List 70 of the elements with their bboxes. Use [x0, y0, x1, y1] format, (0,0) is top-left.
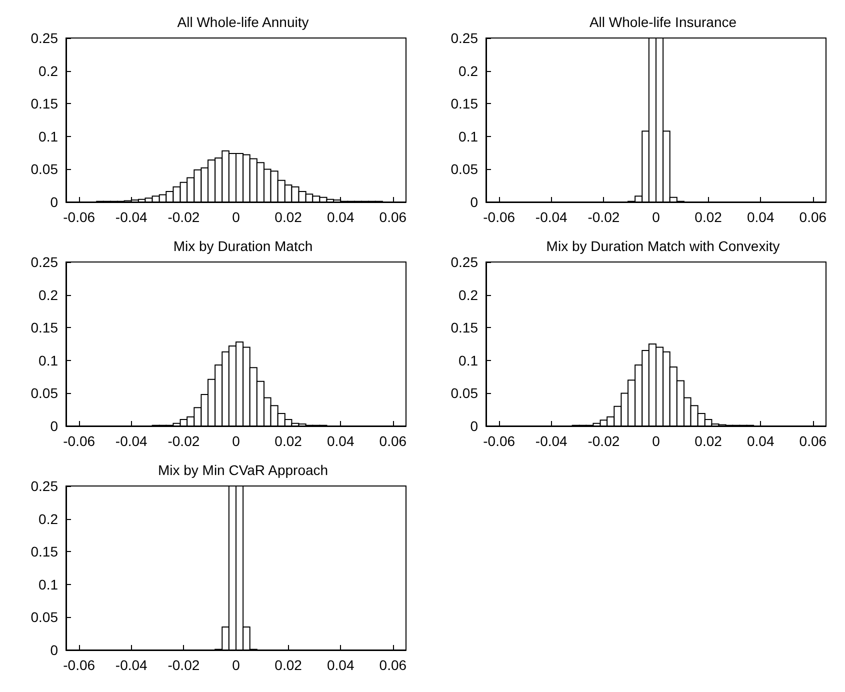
- y-tick-label: 0.2: [458, 62, 478, 79]
- y-tick-label: 0.05: [30, 609, 58, 626]
- chart-title: All Whole-life Insurance: [589, 14, 737, 30]
- y-tick-label: 0.05: [450, 161, 478, 178]
- y-tick-label: 0.25: [450, 254, 478, 270]
- x-tick-label: 0.02: [694, 209, 722, 225]
- y-tick-label: 0.2: [38, 62, 58, 79]
- y-tick-label: 0.05: [450, 385, 478, 402]
- chart-title: Mix by Duration Match with Convexity: [546, 238, 780, 254]
- x-tick-label: -0.04: [535, 209, 568, 225]
- x-tick-label: -0.02: [588, 209, 620, 225]
- x-tick-label: 0.04: [326, 209, 354, 225]
- x-tick-label: -0.06: [483, 209, 516, 225]
- x-tick-label: -0.06: [63, 433, 96, 449]
- x-tick-label: -0.02: [168, 209, 200, 225]
- x-tick-label: -0.04: [115, 433, 148, 449]
- x-tick-label: 0.06: [379, 433, 407, 449]
- y-tick-label: 0.25: [30, 30, 58, 46]
- y-tick-label: 0: [50, 642, 58, 658]
- y-tick-label: 0.1: [458, 128, 478, 144]
- x-tick-label: 0.02: [694, 433, 722, 449]
- x-tick-label: 0.04: [746, 433, 774, 449]
- x-tick-label: -0.06: [483, 433, 516, 449]
- x-tick-label: 0.06: [799, 433, 827, 449]
- y-tick-label: 0.15: [30, 320, 58, 336]
- x-tick-label: 0.04: [326, 433, 354, 449]
- y-tick-label: 0.1: [38, 128, 58, 144]
- y-tick-label: 0.25: [450, 30, 478, 46]
- x-tick-label: 0: [652, 209, 660, 225]
- x-tick-label: 0.02: [274, 657, 302, 673]
- y-tick-label: 0.1: [38, 352, 58, 368]
- x-tick-label: -0.04: [115, 209, 148, 225]
- x-tick-label: -0.06: [63, 209, 96, 225]
- y-tick-label: 0.2: [458, 286, 478, 303]
- y-tick-label: 0.25: [30, 254, 58, 270]
- y-tick-label: 0.1: [458, 352, 478, 368]
- x-tick-label: 0.02: [274, 433, 302, 449]
- chart-title: Mix by Min CVaR Approach: [158, 462, 328, 478]
- x-tick-label: -0.06: [63, 657, 96, 673]
- x-tick-label: 0.04: [326, 657, 354, 673]
- x-tick-label: 0.06: [379, 209, 407, 225]
- y-tick-label: 0: [470, 194, 478, 210]
- y-tick-label: 0.05: [30, 161, 58, 178]
- x-tick-label: 0.06: [379, 657, 407, 673]
- x-tick-label: 0.02: [274, 209, 302, 225]
- x-tick-label: 0: [232, 433, 240, 449]
- x-tick-label: -0.02: [168, 433, 200, 449]
- chart-title: Mix by Duration Match: [173, 238, 313, 254]
- x-tick-label: -0.02: [168, 657, 200, 673]
- x-tick-label: -0.02: [588, 433, 620, 449]
- y-tick-label: 0.15: [30, 544, 58, 560]
- y-tick-label: 0.15: [450, 96, 478, 112]
- x-tick-label: 0.06: [799, 209, 827, 225]
- x-tick-label: 0: [232, 209, 240, 225]
- chart-title: All Whole-life Annuity: [177, 14, 309, 30]
- y-tick-label: 0.2: [38, 286, 58, 303]
- x-tick-label: 0: [232, 657, 240, 673]
- x-tick-label: 0: [652, 433, 660, 449]
- y-tick-label: 0: [50, 418, 58, 434]
- x-tick-label: -0.04: [115, 657, 148, 673]
- y-tick-label: 0: [470, 418, 478, 434]
- y-tick-label: 0.1: [38, 576, 58, 592]
- y-tick-label: 0: [50, 194, 58, 210]
- y-tick-label: 0.15: [30, 96, 58, 112]
- x-tick-label: -0.04: [535, 433, 568, 449]
- y-tick-label: 0.2: [38, 510, 58, 527]
- y-tick-label: 0.25: [30, 478, 58, 494]
- x-tick-label: 0.04: [746, 209, 774, 225]
- y-tick-label: 0.05: [30, 385, 58, 402]
- y-tick-label: 0.15: [450, 320, 478, 336]
